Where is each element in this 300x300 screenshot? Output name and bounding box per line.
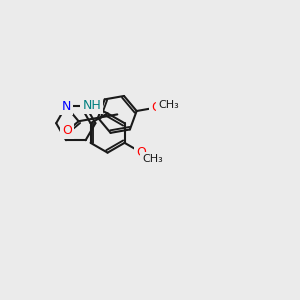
Text: N: N [61,100,71,113]
Text: NH: NH [82,99,101,112]
Text: O: O [151,101,161,114]
Text: CH₃: CH₃ [142,154,163,164]
Text: CH₃: CH₃ [158,100,179,110]
Text: O: O [136,146,146,159]
Text: O: O [62,124,72,137]
